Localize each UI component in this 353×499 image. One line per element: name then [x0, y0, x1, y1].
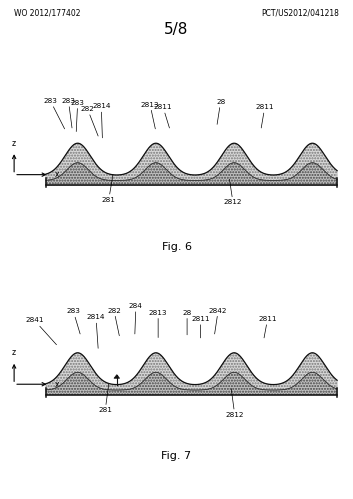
Text: 281: 281 [102, 175, 116, 203]
Text: x: x [55, 380, 59, 389]
Text: 283: 283 [71, 100, 85, 132]
Text: 281: 281 [98, 384, 112, 413]
Text: 28: 28 [183, 310, 192, 335]
Text: z: z [12, 348, 16, 357]
Text: PCT/US2012/041218: PCT/US2012/041218 [261, 9, 339, 18]
Polygon shape [114, 375, 120, 378]
Text: 2811: 2811 [256, 104, 274, 128]
Text: 283: 283 [43, 98, 65, 129]
Text: 2813: 2813 [149, 310, 167, 337]
Text: 2811: 2811 [258, 316, 277, 338]
Text: 282: 282 [80, 106, 98, 136]
Text: 284: 284 [129, 303, 143, 334]
Text: x: x [55, 170, 59, 179]
Text: 2812: 2812 [224, 179, 242, 206]
Text: 28: 28 [216, 99, 225, 124]
Text: 2842: 2842 [209, 307, 227, 334]
Text: 282: 282 [107, 307, 121, 336]
Text: 2812: 2812 [226, 389, 244, 418]
Text: 2811: 2811 [154, 104, 172, 128]
Text: z: z [12, 139, 16, 148]
Text: 2813: 2813 [141, 102, 159, 129]
Text: Fig. 6: Fig. 6 [162, 242, 191, 251]
Text: 2811: 2811 [191, 316, 210, 338]
Text: 283: 283 [61, 98, 76, 128]
Text: Fig. 7: Fig. 7 [161, 451, 192, 461]
Text: 2841: 2841 [25, 317, 56, 345]
Text: 283: 283 [66, 308, 80, 334]
Text: 2814: 2814 [87, 314, 105, 348]
Text: WO 2012/177402: WO 2012/177402 [14, 9, 80, 18]
Text: 2814: 2814 [92, 103, 110, 138]
Text: 5/8: 5/8 [164, 22, 189, 37]
